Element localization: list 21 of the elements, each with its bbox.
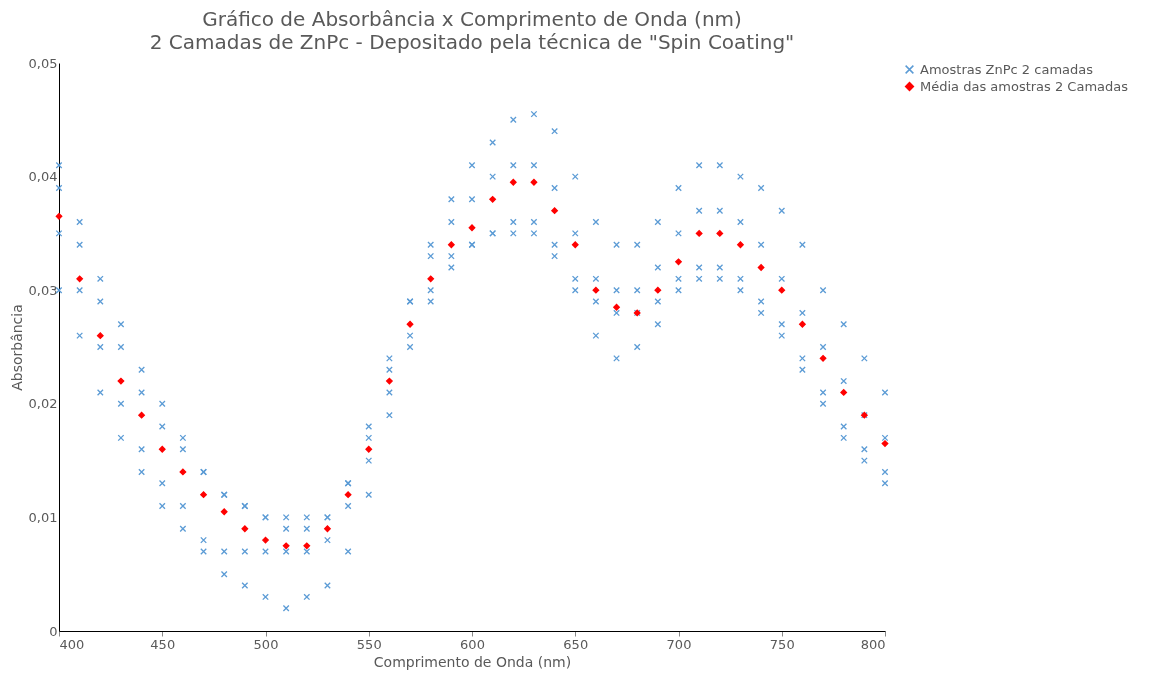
y-tick-label: 0,02 bbox=[28, 396, 58, 412]
y-tick-label: 0 bbox=[49, 623, 58, 639]
x-tick-label: 700 bbox=[666, 636, 692, 652]
x-tick-label: 650 bbox=[563, 636, 589, 652]
y-tick-label: 0,04 bbox=[28, 169, 58, 185]
x-axis-title: Comprimento de Onda (nm) bbox=[373, 653, 572, 670]
chart-subtitle: 2 Camadas de ZnPc - Depositado pela técnica de "Spin Coating" bbox=[149, 30, 795, 54]
x-tick-label: 550 bbox=[356, 636, 382, 652]
chart-title: Gráfico de Absorbância x Comprimento de Onda (nm) bbox=[202, 7, 742, 31]
y-tick-label: 0,05 bbox=[28, 55, 58, 71]
x-tick-label: 500 bbox=[253, 636, 279, 652]
legend-label: Média das amostras 2 Camadas bbox=[920, 78, 1129, 94]
x-tick-label: 450 bbox=[150, 636, 176, 652]
y-axis-title: Absorbância bbox=[8, 304, 25, 391]
x-tick-label: 400 bbox=[59, 636, 85, 652]
legend-label: Amostras ZnPc 2 camadas bbox=[920, 61, 1094, 77]
x-tick-label: 800 bbox=[860, 636, 886, 652]
x-tick-label: 750 bbox=[769, 636, 795, 652]
y-tick-label: 0,03 bbox=[28, 282, 58, 298]
x-tick-label: 600 bbox=[460, 636, 485, 652]
y-tick-label: 0,01 bbox=[28, 509, 58, 525]
